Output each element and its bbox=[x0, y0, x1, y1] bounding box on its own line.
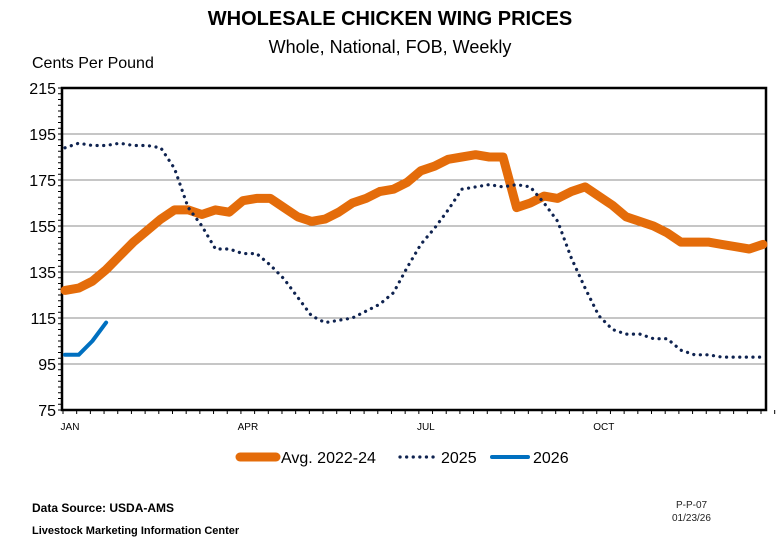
organization: Livestock Marketing Information Center bbox=[32, 525, 240, 537]
x-tick-label: OCT bbox=[593, 422, 614, 433]
y-tick-label: 175 bbox=[29, 173, 56, 190]
y-tick-label: 95 bbox=[38, 357, 56, 374]
series-line-avg-2022-24 bbox=[60, 150, 768, 295]
y-tick-label: 75 bbox=[38, 403, 56, 420]
x-tick-label: JAN bbox=[61, 422, 80, 433]
legend-label: Avg. 2022-24 bbox=[281, 450, 376, 467]
legend-label: 2026 bbox=[533, 450, 569, 467]
y-tick-label: 155 bbox=[29, 219, 56, 236]
legend-label: 2025 bbox=[441, 450, 477, 467]
y-tick-label: 135 bbox=[29, 265, 56, 282]
chart-date: 01/23/26 bbox=[672, 513, 711, 524]
series-line-2026 bbox=[63, 320, 109, 357]
y-axis-label: Cents Per Pound bbox=[32, 55, 154, 72]
chart-code: P-P-07 bbox=[676, 500, 708, 511]
chart-subtitle: Whole, National, FOB, Weekly bbox=[268, 37, 512, 57]
y-tick-label: 215 bbox=[29, 81, 56, 98]
plot-frame bbox=[60, 86, 768, 412]
chart-title: WHOLESALE CHICKEN WING PRICES bbox=[207, 8, 573, 30]
x-tick-label: JUL bbox=[417, 422, 435, 433]
y-tick-label: 195 bbox=[29, 127, 56, 144]
y-tick-label: 115 bbox=[30, 311, 56, 328]
data-source: Data Source: USDA-AMS bbox=[32, 501, 175, 515]
series-line-2025 bbox=[63, 141, 765, 359]
x-tick-label: APR bbox=[238, 422, 259, 433]
